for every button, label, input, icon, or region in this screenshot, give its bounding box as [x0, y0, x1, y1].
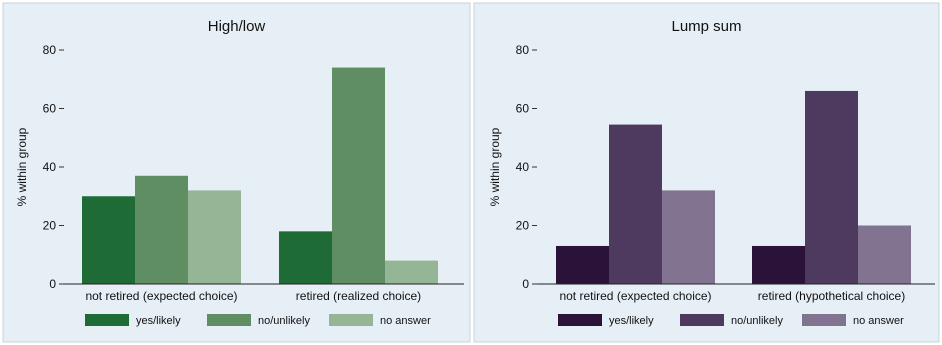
category-label: retired (realized choice) — [296, 289, 421, 303]
category-label: not retired (expected choice) — [85, 289, 237, 303]
chart-panel-1: High/low % within group 0 20 40 60 80 not retir… — [2, 2, 471, 343]
legend-swatch — [558, 314, 602, 326]
legend-swatch — [329, 314, 373, 326]
bar-yes-likely-2 — [752, 245, 805, 284]
y-tick-label: 80 — [516, 43, 530, 57]
y-tick-label: 60 — [43, 102, 57, 116]
category-label: retired (hypothetical choice) — [758, 289, 905, 303]
bar-no-answer-2 — [385, 260, 438, 284]
legend-label: no answer — [853, 315, 904, 327]
bar-no-answer-1 — [662, 190, 715, 284]
legend-label: no answer — [380, 315, 431, 327]
panel-background — [2, 2, 471, 343]
chart-title: High/low — [208, 18, 266, 35]
chart-panel-2: Lump sum % within group 0 20 40 60 80 not retir… — [473, 2, 940, 343]
legend-swatch — [85, 314, 129, 326]
y-tick-label: 40 — [43, 160, 57, 174]
bar-no-answer-1 — [188, 190, 241, 284]
y-tick-label: 20 — [43, 219, 57, 233]
legend-swatch — [802, 314, 846, 326]
y-tick-label: 60 — [516, 102, 530, 116]
legend-label: yes/likely — [136, 315, 181, 327]
y-tick-label: 40 — [516, 160, 530, 174]
y-tick-label: 0 — [522, 277, 529, 291]
y-axis-label: % within group — [15, 127, 29, 206]
legend-label: yes/likely — [609, 315, 654, 327]
category-label: not retired (expected choice) — [559, 289, 711, 303]
bar-no-unlikely-2 — [805, 90, 858, 284]
y-axis-label: % within group — [488, 127, 502, 206]
legend-label: no/unlikely — [258, 315, 310, 327]
y-tick-label: 20 — [516, 219, 530, 233]
y-tick-label: 80 — [43, 43, 57, 57]
legend-swatch — [680, 314, 724, 326]
bar-yes-likely-1 — [556, 245, 609, 284]
legend-label: no/unlikely — [731, 315, 783, 327]
bar-yes-likely-2 — [279, 231, 332, 284]
bar-no-unlikely-1 — [135, 175, 188, 284]
bar-yes-likely-1 — [82, 196, 135, 284]
panel-background — [473, 2, 940, 343]
chart-title: Lump sum — [671, 18, 741, 35]
bar-no-unlikely-2 — [332, 67, 385, 284]
legend-swatch — [207, 314, 251, 326]
bar-no-unlikely-1 — [609, 124, 662, 285]
bar-no-answer-2 — [858, 225, 911, 284]
y-tick-label: 0 — [49, 277, 56, 291]
